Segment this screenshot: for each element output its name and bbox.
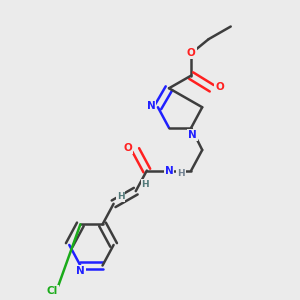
Text: H: H — [177, 169, 185, 178]
Text: O: O — [124, 143, 132, 153]
Text: H: H — [141, 180, 149, 189]
Text: N: N — [147, 101, 155, 111]
Text: O: O — [215, 82, 224, 92]
Text: N: N — [165, 166, 173, 176]
Text: N: N — [188, 130, 197, 140]
Text: O: O — [187, 48, 196, 59]
Text: N: N — [76, 266, 85, 276]
Text: H: H — [117, 192, 124, 201]
Text: Cl: Cl — [47, 286, 58, 296]
